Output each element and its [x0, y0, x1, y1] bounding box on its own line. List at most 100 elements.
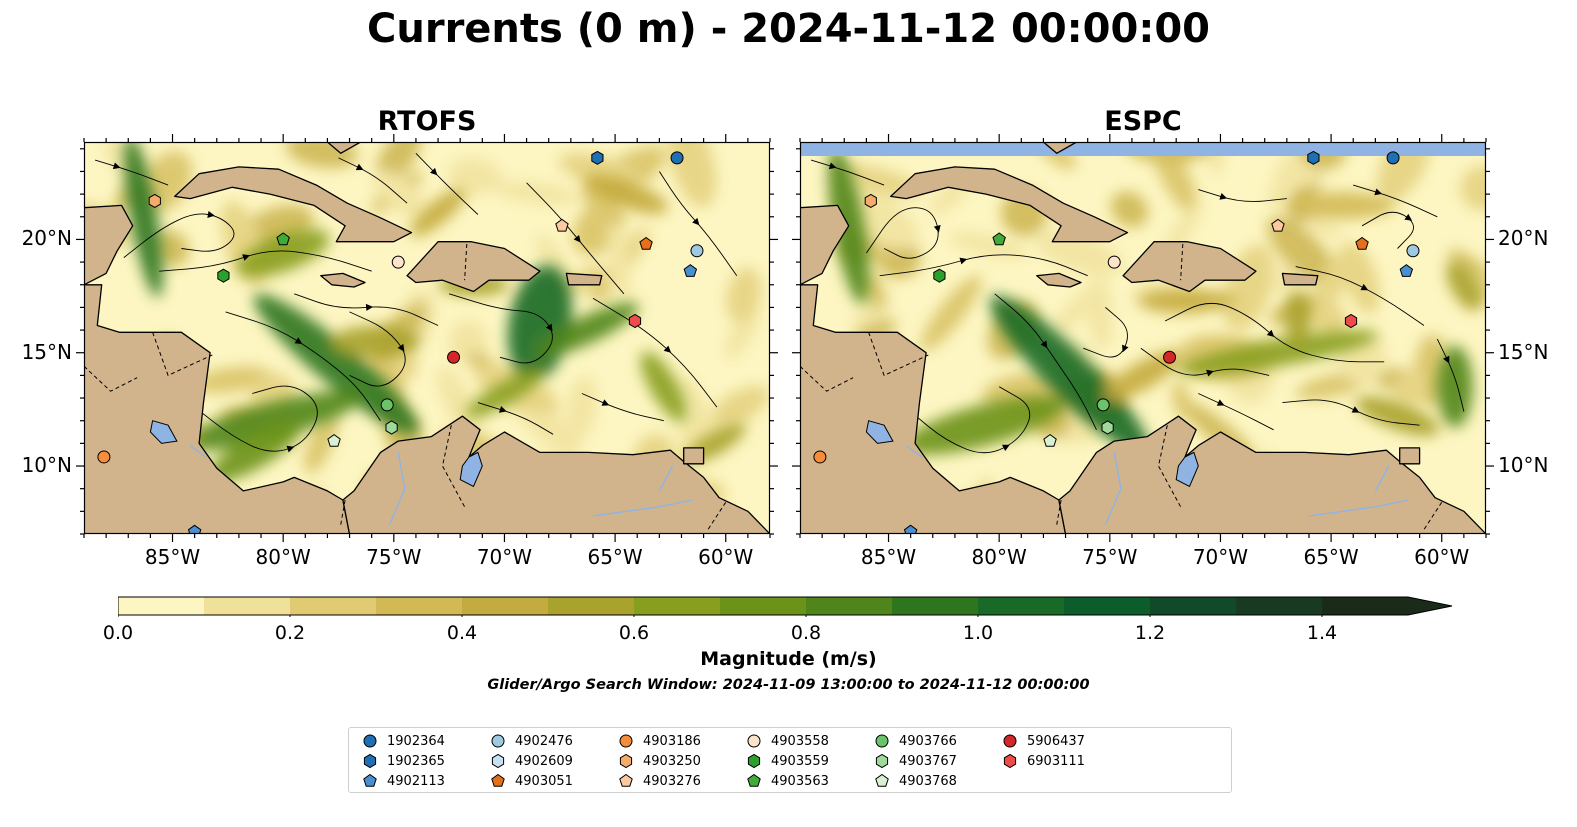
obs-marker-4903276[interactable] [555, 218, 569, 232]
lat-tick-label-right: 20°N [1498, 226, 1549, 251]
colorbar-segment [290, 597, 377, 615]
legend-entry-4903563[interactable]: 4903563 [743, 771, 829, 791]
obs-marker-4903559[interactable] [933, 268, 946, 283]
legend-entry-4902609[interactable]: 4902609 [487, 751, 573, 771]
magnitude-patch [565, 375, 598, 442]
colorbar-segment [548, 597, 635, 615]
obs-marker-4902113[interactable] [1399, 264, 1414, 277]
obs-marker-4903766[interactable] [380, 398, 394, 412]
obs-marker-4902476[interactable] [1406, 244, 1420, 258]
lon-tick-label: 75°W [1082, 545, 1138, 569]
magnitude-patch [1392, 370, 1429, 406]
obs-marker-4903768[interactable] [1043, 433, 1057, 447]
obs-marker-5906437[interactable] [1163, 350, 1177, 364]
obs-marker-4903563[interactable] [992, 232, 1006, 246]
obs-marker-5906437[interactable] [447, 350, 461, 364]
legend-entry-4902113[interactable]: 4902113 [359, 771, 445, 791]
legend-entry-4902476[interactable]: 4902476 [487, 731, 573, 751]
streamline-arrow [242, 254, 250, 261]
observations [813, 150, 1420, 537]
lon-tick-label: 70°W [476, 545, 533, 569]
obs-marker-4903051[interactable] [639, 236, 653, 250]
legend-entry-4903558[interactable]: 4903558 [743, 731, 829, 751]
legend-marker [363, 773, 377, 787]
obs-marker-4902113[interactable] [903, 524, 918, 537]
obs-marker-4903250[interactable] [864, 193, 877, 208]
obs-marker-4903767[interactable] [1101, 420, 1114, 435]
legend-entry-4903767[interactable]: 4903767 [871, 751, 957, 771]
obs-marker-4903558[interactable] [391, 255, 405, 269]
magnitude-patch [1318, 243, 1358, 305]
legend-marker-pentagon-icon [363, 773, 377, 787]
colorbar-segment [1150, 597, 1237, 615]
obs-marker-4903563[interactable] [276, 232, 290, 246]
obs-marker-1902364[interactable] [670, 151, 684, 165]
obs-marker-4903768[interactable] [327, 433, 341, 447]
obs-marker-4903558[interactable] [1107, 255, 1121, 269]
current-band [331, 325, 421, 358]
colorbar-segment [720, 597, 807, 615]
magnitude-patch [1172, 380, 1191, 421]
lat-tick-label-right: 10°N [1498, 453, 1549, 478]
obs-marker-4903559[interactable] [217, 268, 230, 283]
current-band [1138, 289, 1236, 312]
obs-marker-4903186[interactable] [813, 450, 827, 464]
obs-marker-4903767[interactable] [385, 420, 398, 435]
legend-entry-4903559[interactable]: 4903559 [743, 751, 829, 771]
obs-marker-4903051[interactable] [1355, 236, 1369, 250]
legend-entry-6903111[interactable]: 6903111 [999, 751, 1085, 771]
obs-marker-4902113[interactable] [187, 524, 202, 537]
legend-label: 4903250 [643, 753, 701, 769]
magnitude-patch [668, 142, 717, 208]
legend-marker-hexagon-icon [1003, 753, 1017, 769]
legend-marker-circle-icon [875, 734, 889, 748]
legend-label: 1902364 [387, 733, 445, 749]
obs-marker-6903111[interactable] [628, 313, 642, 329]
obs-marker-4903250[interactable] [148, 193, 161, 208]
river [1104, 452, 1122, 526]
streamline-arrow [397, 343, 405, 352]
streamline-arrow [1219, 193, 1228, 200]
legend-entry-4903051[interactable]: 4903051 [487, 771, 573, 791]
map-panel-rtofs[interactable] [76, 134, 778, 542]
legend-marker-circle-icon [491, 734, 505, 748]
legend-entry-5906437[interactable]: 5906437 [999, 731, 1085, 751]
current-band [465, 369, 544, 418]
legend-label: 5906437 [1027, 733, 1085, 749]
legend-entry-1902365[interactable]: 1902365 [359, 751, 445, 771]
streamline-arrow [959, 257, 968, 265]
obs-marker-4903276[interactable] [1271, 218, 1285, 232]
legend-entry-4903250[interactable]: 4903250 [615, 751, 701, 771]
magnitude-patch [153, 230, 189, 267]
lon-tick-label: 85°W [860, 545, 917, 569]
current-band [253, 294, 419, 435]
colorbar-tick-label: 0.8 [790, 622, 822, 644]
obs-marker-1902365[interactable] [1307, 150, 1320, 165]
streamline [1164, 302, 1385, 363]
country-border [707, 502, 727, 530]
lon-tick-label: 65°W [1303, 545, 1359, 569]
legend-label: 6903111 [1027, 753, 1085, 769]
legend-entry-4903768[interactable]: 4903768 [871, 771, 957, 791]
legend-entry-4903276[interactable]: 4903276 [615, 771, 701, 791]
legend-entry-4903766[interactable]: 4903766 [871, 731, 957, 751]
colorbar-tick-label: 1.0 [962, 622, 994, 644]
map-panel-espc[interactable] [792, 134, 1494, 542]
streamline-arrow [601, 399, 610, 406]
obs-marker-6903111[interactable] [1344, 313, 1358, 329]
obs-marker-1902365[interactable] [591, 150, 604, 165]
colorbar-segment [634, 597, 721, 615]
legend-entry-4903186[interactable]: 4903186 [615, 731, 701, 751]
obs-marker-1902364[interactable] [1386, 151, 1400, 165]
legend-marker-pentagon-icon [747, 773, 761, 787]
legend-marker [619, 734, 633, 748]
obs-marker-4902113[interactable] [683, 264, 698, 277]
legend-entry-1902364[interactable]: 1902364 [359, 731, 445, 751]
obs-marker-4903186[interactable] [97, 450, 111, 464]
obs-marker-4902476[interactable] [690, 244, 704, 258]
current-band [1437, 345, 1473, 428]
colorbar-segment [1322, 597, 1409, 615]
obs-marker-4903766[interactable] [1096, 398, 1110, 412]
legend-marker-hexagon-icon [875, 753, 889, 769]
streamline-arrow [933, 225, 941, 233]
